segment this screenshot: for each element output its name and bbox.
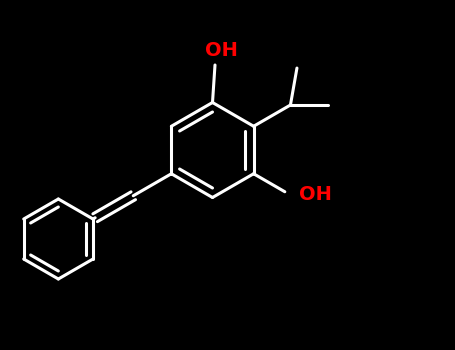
Text: OH: OH — [205, 41, 238, 60]
Text: OH: OH — [299, 185, 332, 204]
